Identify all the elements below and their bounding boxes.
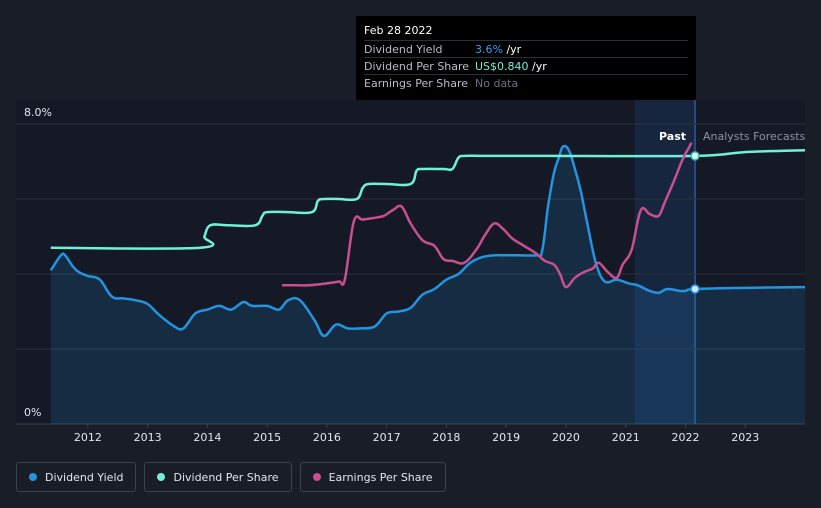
tooltip-eps-value: No data bbox=[475, 76, 519, 90]
x-tick-label: 2012 bbox=[74, 431, 102, 444]
x-tick-label: 2019 bbox=[492, 431, 520, 444]
tooltip-dps-value: US$0.840 bbox=[475, 59, 529, 73]
legend-item-dividend-yield[interactable]: Dividend Yield bbox=[16, 462, 137, 492]
legend-label: Earnings Per Share bbox=[328, 470, 433, 484]
tooltip-row-earnings-per-share: Earnings Per Share No data bbox=[364, 74, 688, 91]
data-tooltip: Feb 28 2022 Dividend Yield 3.6% /yr Divi… bbox=[356, 16, 696, 100]
dividend-yield-line bbox=[49, 144, 806, 338]
dividend-per-share-marker[interactable] bbox=[690, 151, 700, 161]
tooltip-row-value: 3.6% /yr bbox=[475, 43, 521, 56]
tooltip-yield-value: 3.6% bbox=[475, 42, 503, 56]
dividend-yield-area bbox=[50, 145, 806, 424]
tooltip-yield-unit: /yr bbox=[502, 42, 522, 56]
tooltip-row-label: Dividend Yield bbox=[364, 42, 443, 56]
tooltip-dps-unit: /yr bbox=[528, 59, 547, 73]
x-tick-label: 2016 bbox=[313, 431, 341, 444]
legend-item-earnings-per-share[interactable]: Earnings Per Share bbox=[299, 462, 446, 492]
earnings-per-share-dot-icon bbox=[312, 473, 321, 481]
legend-label: Dividend Per Share bbox=[173, 470, 279, 484]
tooltip-row-dividend-per-share: Dividend Per Share US$0.840 /yr bbox=[364, 57, 688, 74]
dividend-yield-dot-icon bbox=[29, 473, 37, 481]
y-axis-max-label: 8.0% bbox=[24, 106, 52, 119]
tooltip-row-label: Earnings Per Share bbox=[364, 76, 469, 90]
legend-label: Dividend Yield bbox=[45, 470, 124, 484]
dividend-per-share-line bbox=[50, 149, 806, 250]
x-tick-label: 2022 bbox=[671, 431, 699, 444]
tooltip-row-value: US$0.840 /yr bbox=[475, 60, 547, 73]
tooltip-date: Feb 28 2022 bbox=[364, 24, 433, 37]
x-tick-label: 2015 bbox=[253, 431, 281, 444]
tooltip-row-value: No data bbox=[475, 77, 518, 90]
x-tick-label: 2018 bbox=[432, 431, 460, 444]
chart-legend: Dividend Yield Dividend Per Share Earnin… bbox=[16, 462, 446, 492]
past-label: Past bbox=[659, 130, 686, 143]
legend-item-dividend-per-share[interactable]: Dividend Per Share bbox=[144, 462, 292, 492]
dividend-yield-marker[interactable] bbox=[690, 284, 700, 294]
tooltip-row-label: Dividend Per Share bbox=[364, 59, 470, 73]
earnings-per-share-line bbox=[282, 142, 693, 289]
tooltip-row-dividend-yield: Dividend Yield 3.6% /yr bbox=[364, 40, 688, 57]
x-tick-label: 2014 bbox=[193, 431, 221, 444]
dividend-per-share-dot-icon bbox=[157, 473, 166, 481]
x-tick-label: 2021 bbox=[612, 431, 640, 444]
x-tick-label: 2023 bbox=[731, 431, 759, 444]
x-axis-ticks: 2012 2013 2014 2015 2016 2017 2018 2019 2020 2021… bbox=[74, 424, 759, 444]
y-axis-min-label: 0% bbox=[24, 406, 42, 419]
forecast-label: Analysts Forecasts bbox=[703, 130, 806, 143]
x-tick-label: 2020 bbox=[552, 431, 580, 444]
x-tick-label: 2013 bbox=[134, 431, 162, 444]
x-tick-label: 2017 bbox=[373, 431, 401, 444]
